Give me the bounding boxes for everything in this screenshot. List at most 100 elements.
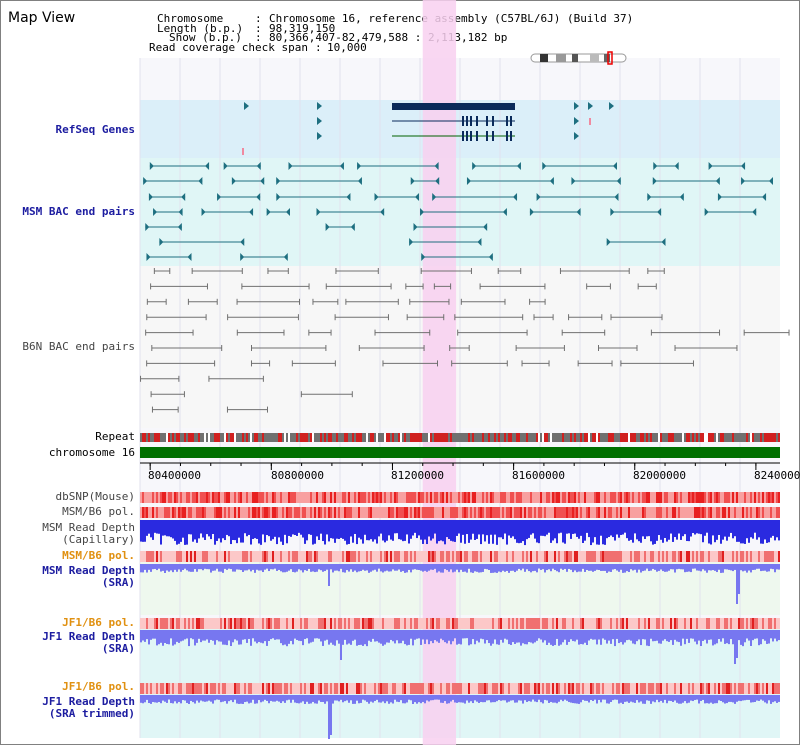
jf1-pol2-heat <box>318 683 320 694</box>
msm-capillary-depth <box>706 520 708 533</box>
msm-pol2-heat <box>758 551 760 562</box>
jf1-trim-depth <box>550 695 552 702</box>
dbsnp-heat <box>626 492 628 503</box>
jf1-trim-depth <box>662 695 664 703</box>
jf1-pol-heat <box>410 618 412 629</box>
msm-pol2-heat <box>672 551 674 562</box>
msm-capillary-depth <box>572 520 574 534</box>
msm-pol-heat <box>418 507 420 518</box>
msm-sra-depth <box>270 564 272 570</box>
jf1-pol2-heat <box>604 683 606 694</box>
jf1-pol2-heat <box>460 683 462 694</box>
msm-sra-depth <box>300 564 302 571</box>
jf1-trim-depth <box>242 695 244 704</box>
jf1-pol-heat <box>702 618 704 629</box>
repeat-segment <box>720 433 722 442</box>
jf1-sra-depth <box>360 630 362 645</box>
jf1-pol2-heat <box>434 683 436 694</box>
msm-bac-end <box>741 162 746 170</box>
jf1-trim-depth <box>736 695 738 702</box>
jf1-trim-depth <box>570 695 572 703</box>
dbsnp-heat <box>410 492 412 503</box>
msm-pol2-heat <box>432 551 434 562</box>
jf1-sra-depth <box>342 630 344 645</box>
msm-pol-heat <box>270 507 272 518</box>
msm-pol-heat <box>754 507 756 518</box>
jf1-sra-depth <box>400 630 402 644</box>
msm-pol2-heat <box>494 551 496 562</box>
dbsnp-heat <box>430 492 432 503</box>
repeat-segment <box>498 433 500 442</box>
dbsnp-heat <box>644 492 646 503</box>
msm-pol2-heat <box>566 551 568 562</box>
jf1-pol-heat <box>256 618 258 629</box>
msm-pol-heat <box>432 507 434 518</box>
msm-bac-end <box>752 208 757 216</box>
jf1-pol-heat <box>530 618 532 629</box>
msm-pol2-heat <box>560 551 562 562</box>
msm-capillary-depth <box>530 520 532 535</box>
repeat-segment <box>656 433 658 442</box>
msm-sra-depth <box>410 564 412 573</box>
jf1-pol2-heat <box>474 683 476 694</box>
msm-bac-end <box>434 162 439 170</box>
jf1-pol-heat <box>740 618 742 629</box>
jf1-pol2-heat <box>198 683 200 694</box>
jf1-sra-depth <box>348 630 350 644</box>
jf1-pol2-heat <box>724 683 726 694</box>
msm-sra-depth <box>350 564 352 570</box>
msm-pol2-heat <box>522 551 524 562</box>
jf1-pol2-heat <box>772 683 774 694</box>
jf1-sra-depth <box>416 630 418 639</box>
jf1-pol-heat <box>624 618 626 629</box>
jf1-pol2-heat <box>328 683 330 694</box>
jf1-pol2-heat <box>544 683 546 694</box>
msm-capillary-depth <box>454 520 456 542</box>
dbsnp-heat <box>422 492 424 503</box>
jf1-sra-depth <box>352 630 354 641</box>
jf1-sra-depth <box>766 630 768 644</box>
msm-sra-depth <box>654 564 656 570</box>
msm-sra-depth <box>520 564 522 571</box>
msm-sra-depth <box>574 564 576 571</box>
jf1-trim-depth <box>500 695 502 701</box>
dbsnp-heat <box>340 492 342 503</box>
msm-pol2-heat <box>772 551 774 562</box>
msm-pol2-heat <box>486 551 488 562</box>
dbsnp-heat <box>662 492 664 503</box>
jf1-pol-heat <box>496 618 498 629</box>
jf1-trim-depth <box>522 695 524 704</box>
jf1-pol-heat <box>684 618 686 629</box>
msm-pol2-heat <box>534 551 536 562</box>
msm-pol-heat <box>262 507 264 518</box>
msm-capillary-depth <box>710 520 712 545</box>
jf1-trim-depth <box>682 695 684 703</box>
jf1-sra-depth <box>724 630 726 644</box>
msm-capillary-depth <box>310 520 312 535</box>
jf1-pol-heat <box>756 618 758 629</box>
jf1-trim-depth <box>374 695 376 702</box>
msm-pol2-heat <box>416 551 418 562</box>
jf1-sra-depth <box>566 630 568 645</box>
msm-pol2-heat <box>478 551 480 562</box>
jf1-sra-depth <box>344 630 346 640</box>
jf1-pol-heat <box>434 618 436 629</box>
msm-sra-depth <box>386 564 388 571</box>
dbsnp-heat <box>556 492 558 503</box>
jf1-pol-heat <box>758 618 760 629</box>
jf1-sra-depth <box>356 630 358 646</box>
msm-capillary-depth <box>612 520 614 538</box>
msm-pol-heat <box>144 507 146 518</box>
jf1-trim-depth <box>156 695 158 703</box>
jf1-sra-depth <box>316 630 318 639</box>
msm-sra-depth <box>322 564 324 572</box>
msm-pol2-heat <box>468 551 470 562</box>
msm-capillary-depth <box>428 520 430 537</box>
msm-sra-depth <box>698 564 700 571</box>
msm-pol-heat <box>594 507 596 518</box>
jf1-pol-heat <box>422 618 424 629</box>
msm-pol-heat <box>420 507 422 518</box>
msm-pol-heat <box>686 507 688 518</box>
msm-pol2-heat <box>498 551 500 562</box>
